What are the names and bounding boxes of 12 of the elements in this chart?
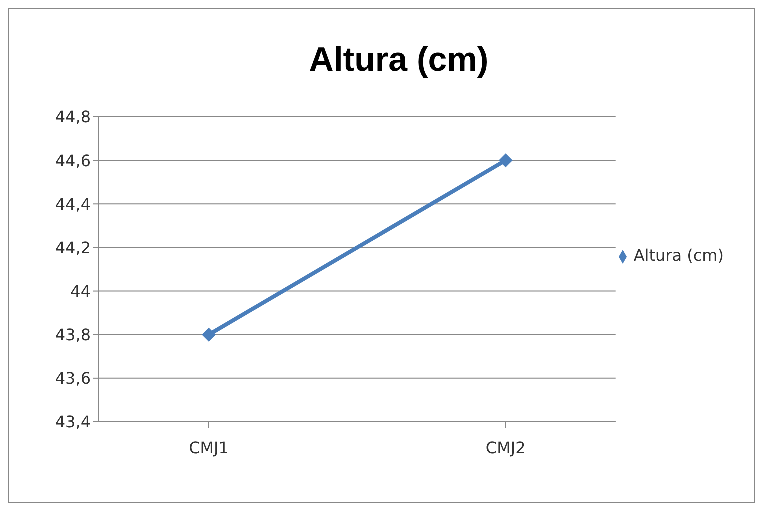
y-tick-label: 44 — [70, 282, 91, 301]
legend-label: Altura (cm) — [634, 246, 724, 265]
chart-title: Altura (cm) — [308, 41, 490, 80]
x-tick-label: CMJ2 — [486, 438, 526, 458]
y-tick-label: 44,2 — [55, 238, 91, 258]
y-tick-label: 43,8 — [55, 326, 91, 345]
y-tick-label: 43,4 — [55, 412, 91, 432]
y-tick-label: 44,4 — [55, 194, 91, 214]
x-tick-label: CMJ1 — [189, 438, 229, 458]
y-tick-label: 43,6 — [55, 369, 91, 388]
y-tick-label: 44,6 — [55, 151, 91, 170]
y-tick-label: 44,8 — [55, 108, 91, 127]
